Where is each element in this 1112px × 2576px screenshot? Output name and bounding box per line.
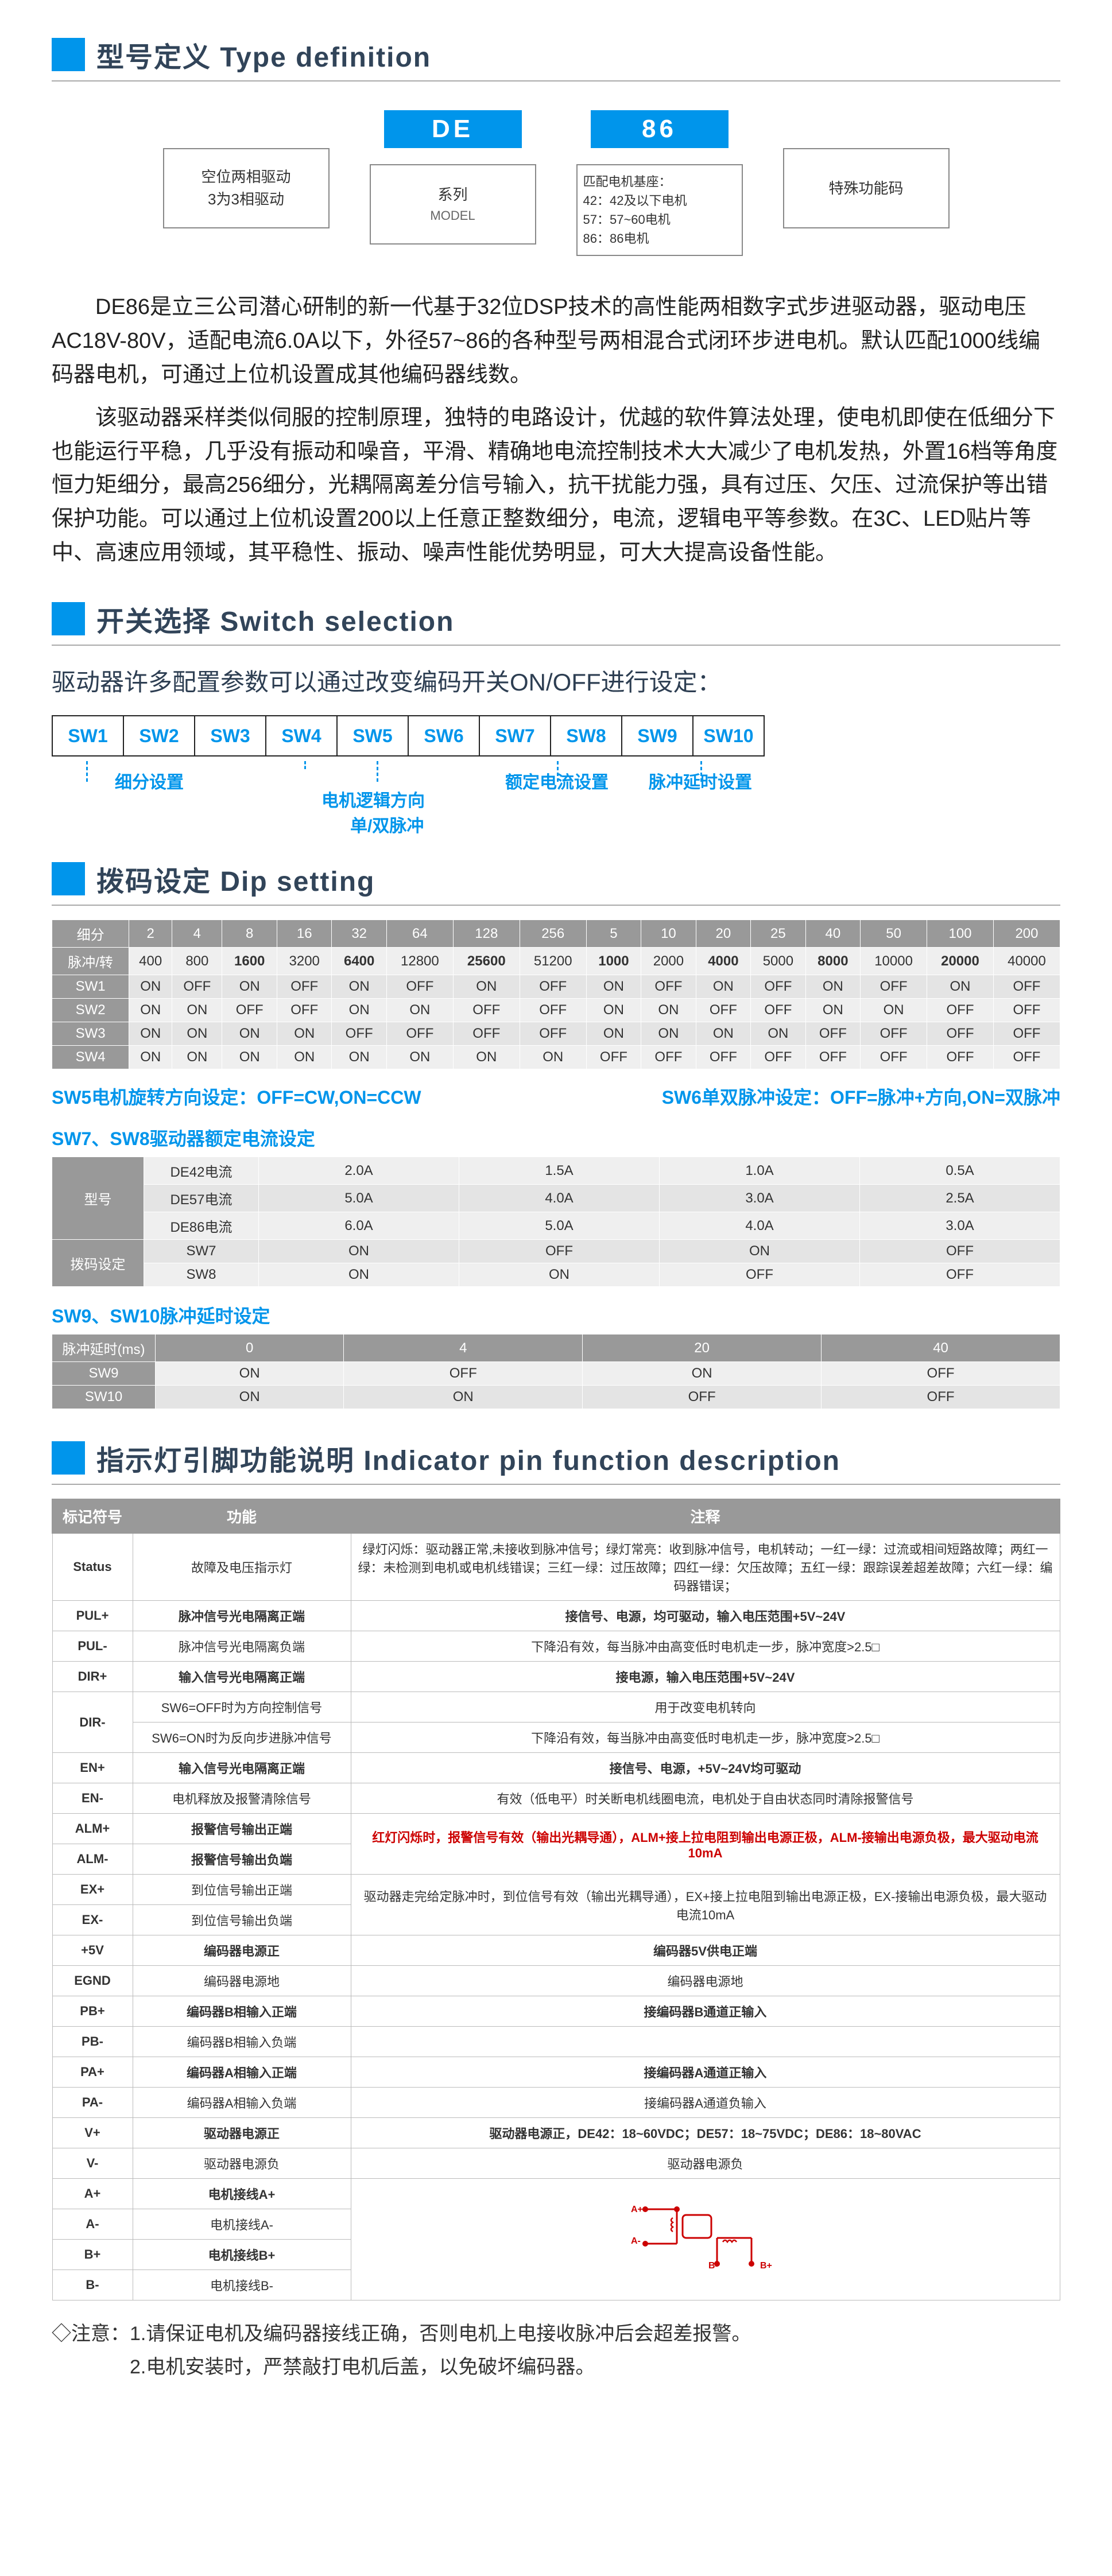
type-tag-86: 86: [591, 110, 729, 148]
type-box2: 系列 MODEL: [370, 164, 536, 245]
switch-cell: SW6: [408, 715, 480, 756]
switch-cell: SW3: [194, 715, 266, 756]
note-prefix: ◇注意：: [52, 2323, 130, 2345]
paragraph-2: 该驱动器采样类似伺服的控制原理，独特的电路设计，优越的软件算法处理，使电机即使在…: [52, 401, 1060, 570]
switch-cell: SW10: [692, 715, 765, 756]
sw910-title: SW9、SW10脉冲延时设定: [52, 1302, 1060, 1328]
type-box2-l1: 系列: [437, 184, 467, 206]
sw-label-current: 额定电流设置: [505, 768, 609, 793]
sw5-sw6-row: SW5电机旋转方向设定：OFF=CW,ON=CCW SW6单双脉冲设定：OFF=…: [52, 1083, 1060, 1109]
type-box1-l2: 3为3相驱动: [208, 188, 284, 211]
switch-cell: SW1: [52, 715, 124, 756]
type-tag-de: DE: [384, 110, 522, 148]
type-box4-txt: 特殊功能码: [828, 177, 903, 200]
section3-title: 拨码设定 Dip setting: [96, 859, 375, 899]
switch-cell: SW7: [479, 715, 551, 756]
sw6-text: SW6单双脉冲设定：OFF=脉冲+方向,ON=双脉冲: [662, 1083, 1060, 1109]
note-1: 1.请保证电机及编码器接线正确，否则电机上电接收脉冲后会超差报警。: [130, 2323, 751, 2345]
type-box1: 空位两相驱动 3为3相驱动: [163, 148, 330, 228]
section-marker: [52, 1441, 85, 1475]
svg-text:A+: A+: [631, 2205, 643, 2214]
section3-header: 拨码设定 Dip setting: [52, 859, 1060, 906]
note-2: 2.电机安装时，严禁敲打电机后盖，以免破坏编码器。: [130, 2356, 595, 2378]
delay-table: 脉冲延时(ms)042040SW9ONOFFONOFFSW10ONONOFFOF…: [52, 1334, 1060, 1409]
paragraph-1: DE86是立三公司潜心研制的新一代基于32位DSP技术的高性能两相数字式步进驱动…: [52, 290, 1060, 392]
switch-cell: SW5: [336, 715, 409, 756]
type-definition-row: 空位两相驱动 3为3相驱动 DE 系列 MODEL 86 匹配电机基座： 42：…: [52, 110, 1060, 256]
section2-title: 开关选择 Switch selection: [96, 599, 454, 639]
type-box3-t: 匹配电机基座：: [583, 172, 672, 191]
sw5-text: SW5电机旋转方向设定：OFF=CW,ON=CCW: [52, 1083, 421, 1109]
section2-header: 开关选择 Switch selection: [52, 599, 1060, 646]
switch-cell: SW8: [550, 715, 622, 756]
section-marker: [52, 862, 85, 895]
switch-cell: SW2: [123, 715, 195, 756]
pin-table: 标记符号功能注释Status故障及电压指示灯绿灯闪烁：驱动器正常,未接收到脉冲信…: [52, 1499, 1060, 2300]
sw-label-dir: 电机逻辑方向: [321, 786, 425, 812]
sw-label-pulse: 单/双脉冲: [350, 812, 424, 837]
switch-labels: 细分设置 电机逻辑方向 单/双脉冲 额定电流设置 脉冲延时设置: [52, 761, 1060, 841]
section-marker: [52, 602, 85, 635]
type-box1-l1: 空位两相驱动: [201, 166, 290, 188]
type-box2-l2: MODEL: [430, 206, 475, 225]
current-table: 型号DE42电流2.0A1.5A1.0A0.5ADE57电流5.0A4.0A3.…: [52, 1157, 1060, 1287]
switch-intro: 驱动器许多配置参数可以通过改变编码开关ON/OFF进行设定：: [52, 663, 1060, 698]
section-marker: [52, 38, 85, 71]
note-block: ◇注意：1.请保证电机及编码器接线正确，否则电机上电接收脉冲后会超差报警。 ◇注…: [52, 2318, 1060, 2384]
sw-label-subdiv: 细分设置: [115, 768, 184, 793]
sw-label-delay: 脉冲延时设置: [649, 768, 752, 793]
section4-header: 指示灯引脚功能说明 Indicator pin function descrip…: [52, 1438, 1060, 1485]
svg-text:B+: B+: [760, 2261, 772, 2271]
type-box3-l3: 86：86电机: [583, 229, 649, 248]
switch-grid: SW1SW2SW3SW4SW5SW6SW7SW8SW9SW10: [52, 715, 1060, 756]
switch-cell: SW4: [265, 715, 338, 756]
type-box3: 匹配电机基座： 42：42及以下电机 57：57~60电机 86：86电机: [576, 164, 743, 256]
svg-text:A-: A-: [631, 2236, 641, 2246]
dip-table: 细分24816326412825651020254050100200脉冲/转40…: [52, 920, 1060, 1069]
section4-title: 指示灯引脚功能说明 Indicator pin function descrip…: [96, 1438, 840, 1478]
sw78-title: SW7、SW8驱动器额定电流设定: [52, 1124, 1060, 1151]
type-box4: 特殊功能码: [783, 148, 950, 228]
section1-header: 型号定义 Type definition: [52, 34, 1060, 82]
type-box3-l2: 57：57~60电机: [583, 210, 671, 229]
section1-title: 型号定义 Type definition: [96, 34, 431, 75]
switch-cell: SW9: [621, 715, 693, 756]
type-box3-l1: 42：42及以下电机: [583, 191, 687, 210]
